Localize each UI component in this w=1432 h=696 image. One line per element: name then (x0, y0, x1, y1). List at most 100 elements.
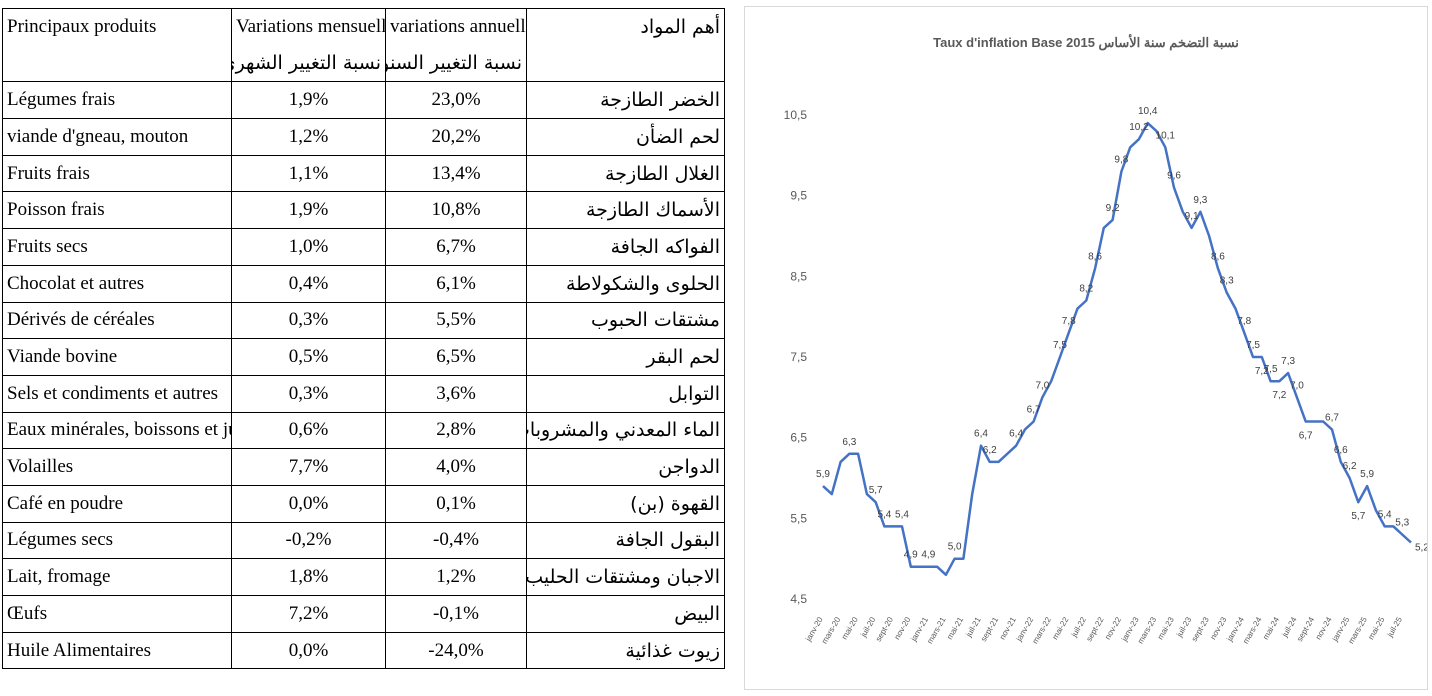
monthly-variation: 0,3% (231, 301, 386, 340)
data-label: 7,3 (1281, 356, 1295, 367)
data-label: 5,4 (1378, 509, 1392, 520)
data-label: 7,8 (1062, 316, 1076, 327)
product-name-fr: Fruits secs (2, 228, 232, 266)
product-name-ar: الفواكه الجافة (526, 228, 725, 266)
product-name-fr: Lait, fromage (2, 558, 232, 596)
table-row: Eaux minérales, boissons et jus 0,6% 2,8% ا… (2, 411, 725, 450)
data-label: 5,2 (1415, 543, 1427, 554)
y-tick-label: 4,5 (790, 592, 807, 606)
monthly-variation: 7,2% (231, 595, 386, 633)
product-name-ar: الغلال الطازجة (526, 154, 725, 193)
data-label: 7,0 (1035, 380, 1049, 391)
monthly-variation: 0,3% (231, 374, 386, 413)
products-table: Principaux produits Variations mensuelle… (2, 8, 725, 670)
data-label: 5,7 (1351, 511, 1365, 522)
data-label: 7,5 (1246, 340, 1260, 351)
data-label: 9,3 (1193, 195, 1207, 206)
x-tick-label: mai-25 (1366, 615, 1386, 641)
product-name-ar: البقول الجافة (526, 521, 725, 560)
monthly-variation: 0,6% (231, 411, 386, 450)
product-name-ar: الاجبان ومشتقات الحليب (526, 558, 725, 596)
data-label: 9,1 (1185, 211, 1199, 222)
table-row: Fruits frais 1,1% 13,4% الغلال الطازجة (2, 154, 725, 193)
monthly-variation: 1,0% (231, 228, 386, 266)
products-table-container: Principaux produits Variations mensuelle… (2, 8, 725, 670)
product-name-ar: لحم البقر (526, 338, 725, 376)
x-tick-label: sept-22 (1084, 615, 1105, 643)
x-tick-label: mai-24 (1261, 615, 1281, 641)
table-row: Œufs 7,2% -0,1% البيض (2, 595, 725, 633)
table-subheader-row: نسبة التغيير الشهري نسبة التغيير السنوي (2, 45, 725, 83)
y-tick-label: 9,5 (790, 189, 807, 203)
data-label: 8,6 (1211, 251, 1225, 262)
table-row: Fruits secs 1,0% 6,7% الفواكه الجافة (2, 228, 725, 266)
product-name-fr: Chocolat et autres (2, 264, 232, 303)
data-label: 6,4 (1009, 429, 1023, 440)
product-name-ar: القهوة (بن) (526, 484, 725, 523)
table-row: Café en poudre 0,0% 0,1% القهوة (بن) (2, 484, 725, 523)
data-label: 5,4 (877, 509, 891, 520)
product-name-ar: الماء المعدني والمشروبات الغازية (526, 411, 725, 450)
product-name-fr: Légumes frais (2, 81, 232, 120)
inflation-chart: Taux d'inflation Base 2015 نسبة التضخم س… (744, 6, 1428, 690)
annual-variation: -0,1% (385, 595, 527, 633)
product-name-ar: لحم الضأن (526, 118, 725, 156)
annual-variation: 6,1% (385, 264, 527, 303)
data-label: 10,2 (1129, 122, 1149, 133)
data-label: 7,5 (1053, 340, 1067, 351)
data-label: 8,6 (1088, 251, 1102, 262)
product-name-ar: مشتقات الحبوب (526, 301, 725, 340)
product-name-fr: Café en poudre (2, 484, 232, 523)
product-name-fr: Huile Alimentaires (2, 631, 232, 670)
table-row: Huile Alimentaires 0,0% -24,0% زيوت غذائية (2, 631, 725, 670)
monthly-variation: 0,0% (231, 484, 386, 523)
y-tick-label: 6,5 (790, 431, 807, 445)
table-row: Volailles 7,7% 4,0% الدواجن (2, 448, 725, 486)
table-row: Poisson frais 1,9% 10,8% الأسماك الطازجة (2, 191, 725, 230)
product-name-fr: Dérivés de céréales (2, 301, 232, 340)
data-label: 8,2 (1079, 284, 1093, 295)
monthly-variation: 1,8% (231, 558, 386, 596)
annual-variation: 6,7% (385, 228, 527, 266)
data-label: 6,6 (1334, 445, 1348, 456)
data-label: 5,9 (816, 469, 830, 480)
x-tick-label: juil-25 (1385, 615, 1404, 639)
table-row: Lait, fromage 1,8% 1,2% الاجبان ومشتقات الح… (2, 558, 725, 596)
product-name-fr: Eaux minérales, boissons et jus (2, 411, 232, 450)
data-label: 10,1 (1156, 130, 1176, 141)
monthly-variation: 1,9% (231, 81, 386, 120)
data-label: 6,4 (974, 429, 988, 440)
data-label: 6,7 (1325, 413, 1339, 424)
x-tick-label: mai-22 (1050, 615, 1070, 641)
subheader-annual-ar: نسبة التغيير السنوي (385, 45, 527, 83)
product-name-fr: Fruits frais (2, 154, 232, 193)
table-row: Légumes secs -0,2% -0,4% البقول الجافة (2, 521, 725, 560)
annual-variation: 13,4% (385, 154, 527, 193)
monthly-variation: 1,2% (231, 118, 386, 156)
product-name-fr: Œufs (2, 595, 232, 633)
data-label: 9,2 (1106, 203, 1120, 214)
header-annual: variations annuelles (385, 8, 527, 46)
product-name-fr: Sels et condiments et autres (2, 374, 232, 413)
y-tick-label: 8,5 (790, 269, 807, 283)
annual-variation: 2,8% (385, 411, 527, 450)
subheader-empty-left (2, 45, 232, 83)
data-label: 9,8 (1114, 154, 1128, 165)
data-label: 6,2 (983, 445, 997, 456)
monthly-variation: 0,0% (231, 631, 386, 670)
product-name-ar: الحلوى والشكولاطة (526, 264, 725, 303)
annual-variation: 10,8% (385, 191, 527, 230)
data-label: 7,2 (1255, 366, 1269, 377)
product-name-ar: البيض (526, 595, 725, 633)
annual-variation: -24,0% (385, 631, 527, 670)
data-label: 7,2 (1272, 390, 1286, 401)
y-tick-label: 10,5 (784, 108, 808, 122)
inflation-series-line (822, 121, 1412, 577)
x-tick-label: mai-23 (1156, 615, 1176, 641)
x-tick-label: mai-20 (840, 615, 860, 641)
annual-variation: 5,5% (385, 301, 527, 340)
data-label: 4,9 (921, 550, 935, 561)
subheader-empty-right (526, 45, 725, 83)
annual-variation: 20,2% (385, 118, 527, 156)
product-name-fr: Légumes secs (2, 521, 232, 560)
